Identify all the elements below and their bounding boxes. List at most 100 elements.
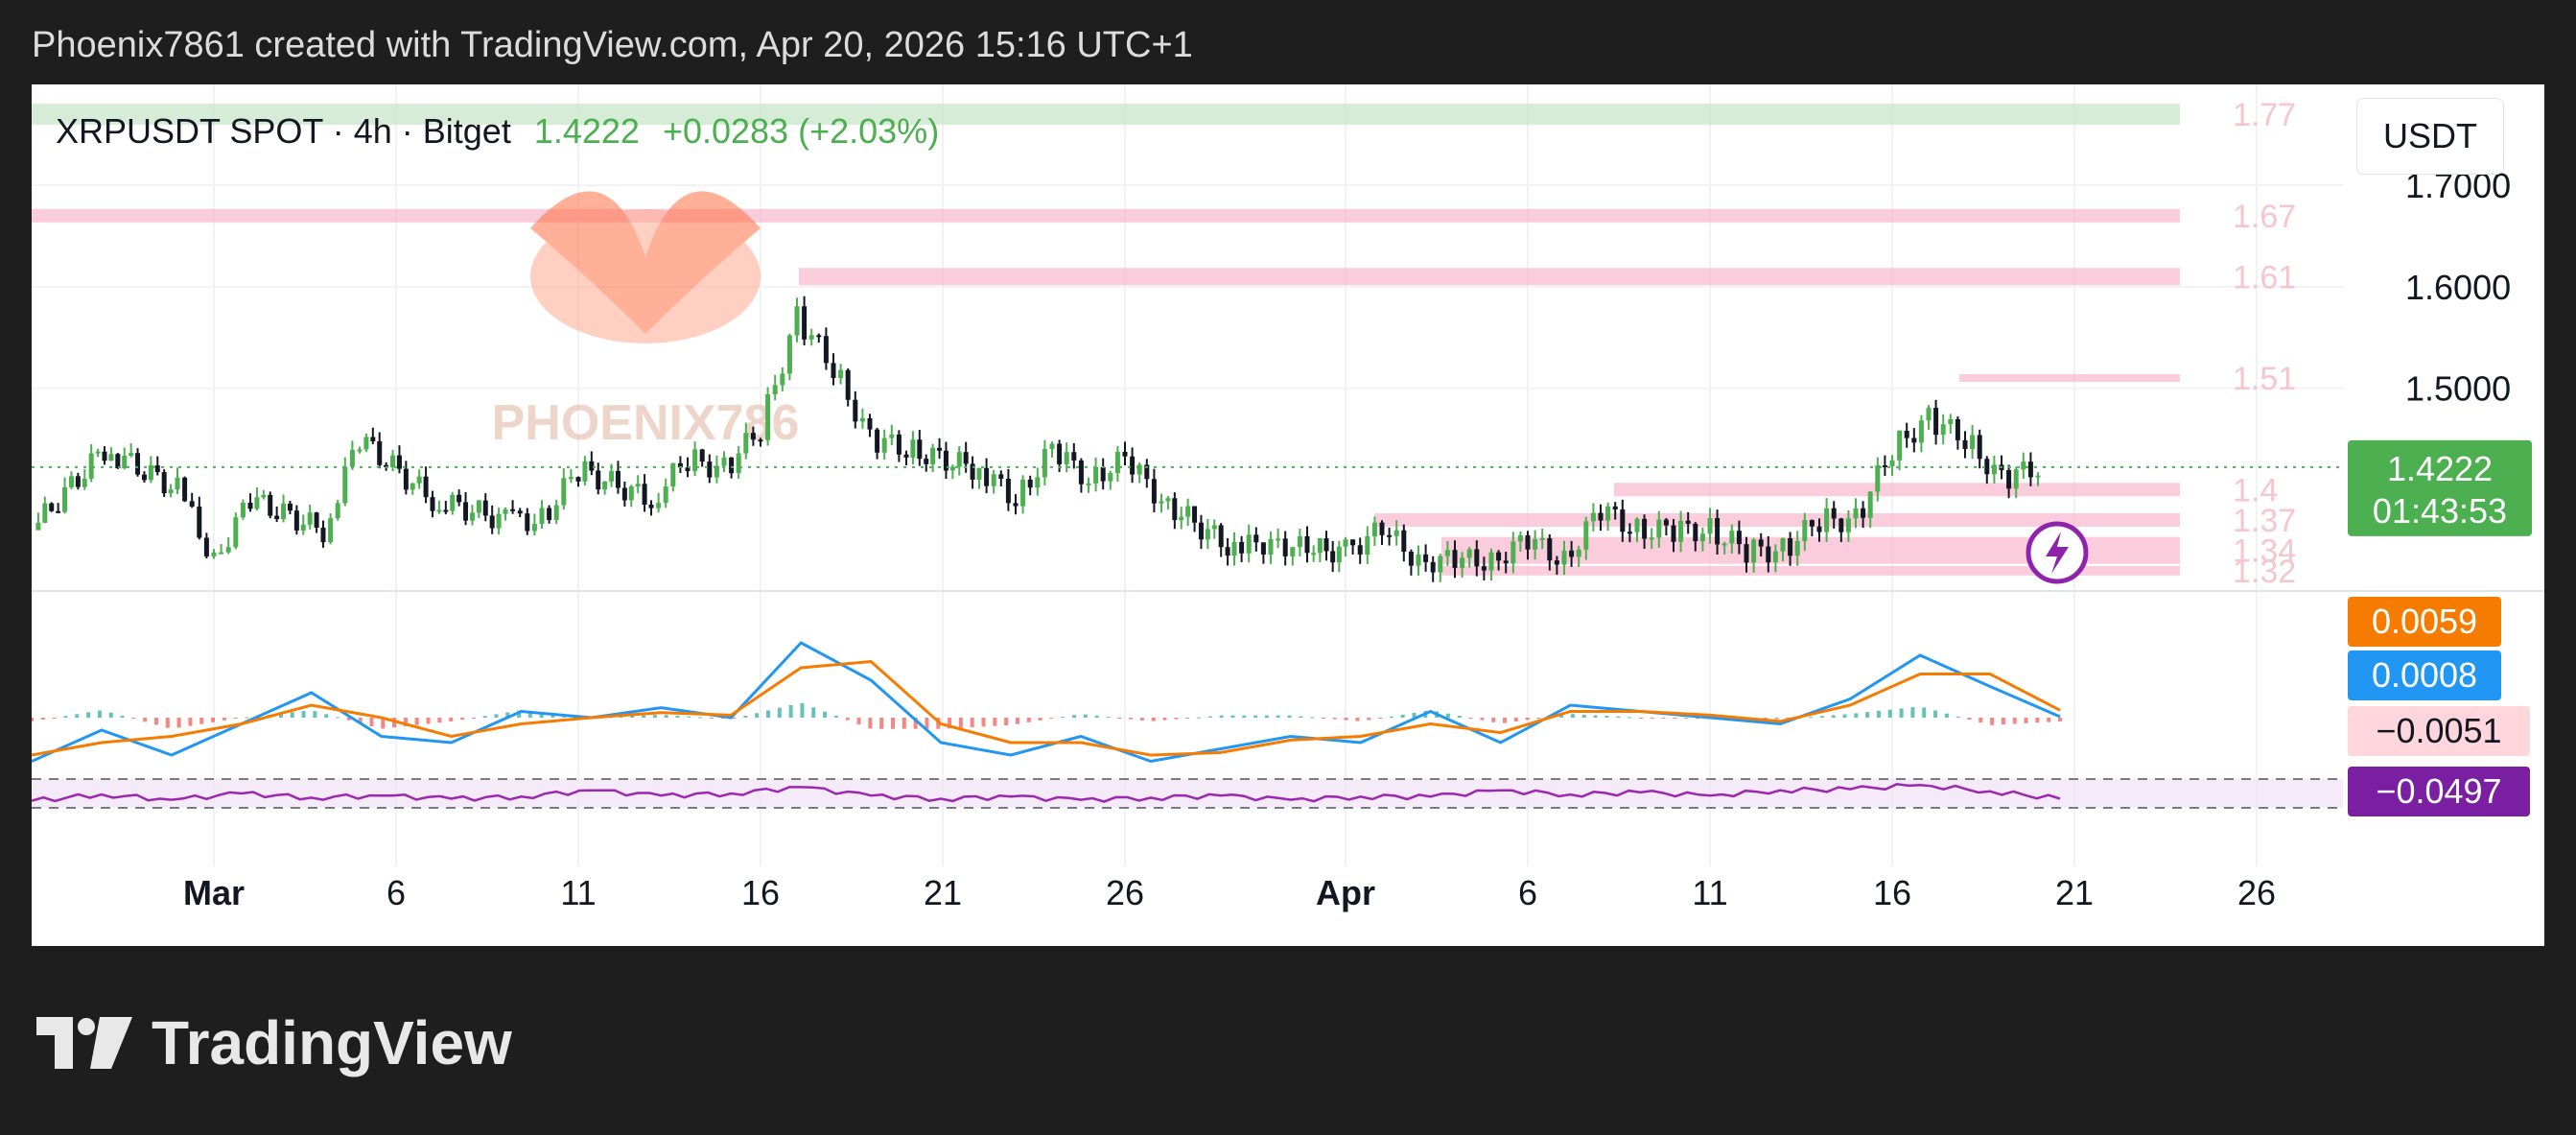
candle-body bbox=[211, 552, 217, 556]
candle-body bbox=[1845, 518, 1851, 532]
candle-body bbox=[1020, 479, 1026, 507]
macd-histogram-bar bbox=[1445, 713, 1450, 718]
macd-histogram-bar bbox=[482, 716, 487, 718]
candle-body bbox=[1991, 464, 1997, 475]
candle-body bbox=[889, 434, 895, 438]
candle-body bbox=[1057, 443, 1063, 464]
candle-body bbox=[1205, 529, 1210, 540]
candle-body bbox=[416, 476, 422, 484]
macd-histogram-bar bbox=[1922, 707, 1927, 718]
candle-body bbox=[49, 503, 55, 511]
candle-body bbox=[780, 373, 785, 386]
macd-histogram-bar bbox=[527, 711, 532, 718]
macd-histogram-bar bbox=[143, 718, 148, 722]
macd-value-tag bbox=[2348, 650, 2501, 700]
candle-body bbox=[1933, 408, 1939, 436]
candle-body bbox=[342, 466, 348, 504]
candle-body bbox=[685, 467, 691, 472]
currency-button[interactable]: USDT bbox=[2356, 98, 2504, 175]
candle-body bbox=[1276, 538, 1281, 541]
signal-value-tag bbox=[2348, 597, 2501, 647]
candle-body bbox=[1788, 538, 1793, 556]
macd-histogram-bar bbox=[2035, 718, 2040, 723]
last-price-tag bbox=[2348, 439, 2532, 536]
macd-histogram-bar bbox=[120, 715, 125, 718]
macd-histogram-bar bbox=[449, 718, 454, 721]
candle-body bbox=[476, 500, 481, 513]
macd-histogram-bar bbox=[1684, 718, 1689, 720]
candle-body bbox=[68, 476, 74, 487]
candle-body bbox=[233, 517, 239, 548]
macd-value-label: 0.0008 bbox=[2372, 655, 2477, 695]
candle-body bbox=[714, 465, 719, 478]
candle-body bbox=[489, 515, 495, 529]
candle-body bbox=[635, 484, 641, 487]
macd-histogram-bar bbox=[1695, 718, 1699, 720]
candle-body bbox=[816, 335, 822, 338]
candle-body bbox=[1225, 547, 1230, 556]
candle-body bbox=[956, 452, 962, 467]
candle-body bbox=[845, 369, 851, 400]
candle-body bbox=[786, 335, 792, 374]
candle-body bbox=[707, 461, 713, 478]
candle-body bbox=[1736, 531, 1742, 545]
macd-histogram-bar bbox=[709, 718, 714, 719]
candle-body bbox=[469, 512, 475, 521]
candle-body bbox=[1758, 539, 1764, 547]
candle-body bbox=[225, 547, 231, 553]
candle-body bbox=[403, 468, 409, 490]
candle-body bbox=[1246, 534, 1252, 554]
macd-histogram-bar bbox=[1865, 712, 1870, 718]
candle-body bbox=[1794, 540, 1800, 556]
candle-body bbox=[2021, 461, 2026, 470]
candle-body bbox=[1889, 460, 1895, 466]
candle-body bbox=[1416, 554, 1421, 566]
candle-body bbox=[1576, 549, 1581, 557]
candle-body bbox=[396, 455, 402, 469]
candle-body bbox=[1086, 483, 1091, 485]
y-axis-label: 1.6000 bbox=[2405, 268, 2511, 307]
macd-histogram-bar bbox=[1661, 718, 1666, 719]
candle-body bbox=[615, 470, 621, 488]
chart-caption: Phoenix7861 created with TradingView.com… bbox=[32, 25, 1193, 65]
candle-body bbox=[1671, 525, 1676, 542]
candle-body bbox=[1838, 518, 1844, 532]
candle-body bbox=[1853, 508, 1859, 519]
candle-body bbox=[656, 503, 662, 508]
chart-frame[interactable]: 1.77 1.67 1.61 1.51 1.4 1.37 1.34 1.32 PHOENIX78… bbox=[32, 84, 2544, 946]
macd-histogram-bar bbox=[1536, 718, 1541, 719]
candle-body bbox=[991, 474, 996, 486]
candle-body bbox=[56, 510, 61, 513]
candle-body bbox=[867, 417, 873, 430]
zone-band-1-51 bbox=[1959, 374, 2180, 382]
candle-body bbox=[823, 336, 829, 364]
candle-body bbox=[1911, 437, 1917, 443]
candle-body bbox=[937, 447, 943, 451]
macd-histogram-bar bbox=[1242, 715, 1247, 718]
candle-body bbox=[998, 474, 1004, 479]
macd-histogram-bar bbox=[188, 718, 193, 726]
candle-body bbox=[141, 474, 147, 481]
candle-body bbox=[736, 453, 741, 474]
candle-body bbox=[1430, 561, 1436, 573]
price-chart[interactable]: 1.77 1.67 1.61 1.51 1.41.371.341.32 PHOENIX78… bbox=[32, 84, 2544, 946]
candle-body bbox=[363, 437, 369, 450]
x-axis-label: Apr bbox=[1316, 873, 1375, 912]
x-axis-label: 6 bbox=[1518, 873, 1537, 912]
macd-histogram-bar bbox=[1967, 718, 1972, 721]
candle-body bbox=[1365, 535, 1370, 555]
candle-body bbox=[802, 306, 808, 340]
candle-body bbox=[1984, 459, 1990, 475]
macd-histogram-bar bbox=[211, 718, 216, 722]
macd-histogram-bar bbox=[176, 718, 181, 728]
candle-body bbox=[808, 335, 814, 340]
macd-histogram-bar bbox=[675, 715, 680, 718]
candle-body bbox=[859, 417, 865, 422]
candle-body bbox=[320, 528, 326, 543]
candle-body bbox=[903, 454, 909, 458]
macd-histogram-bar bbox=[1162, 718, 1167, 721]
candle-body bbox=[122, 455, 128, 469]
candle-body bbox=[1721, 543, 1727, 546]
lightning-icon[interactable] bbox=[2026, 521, 2089, 584]
macd-histogram-bar bbox=[1151, 718, 1156, 721]
